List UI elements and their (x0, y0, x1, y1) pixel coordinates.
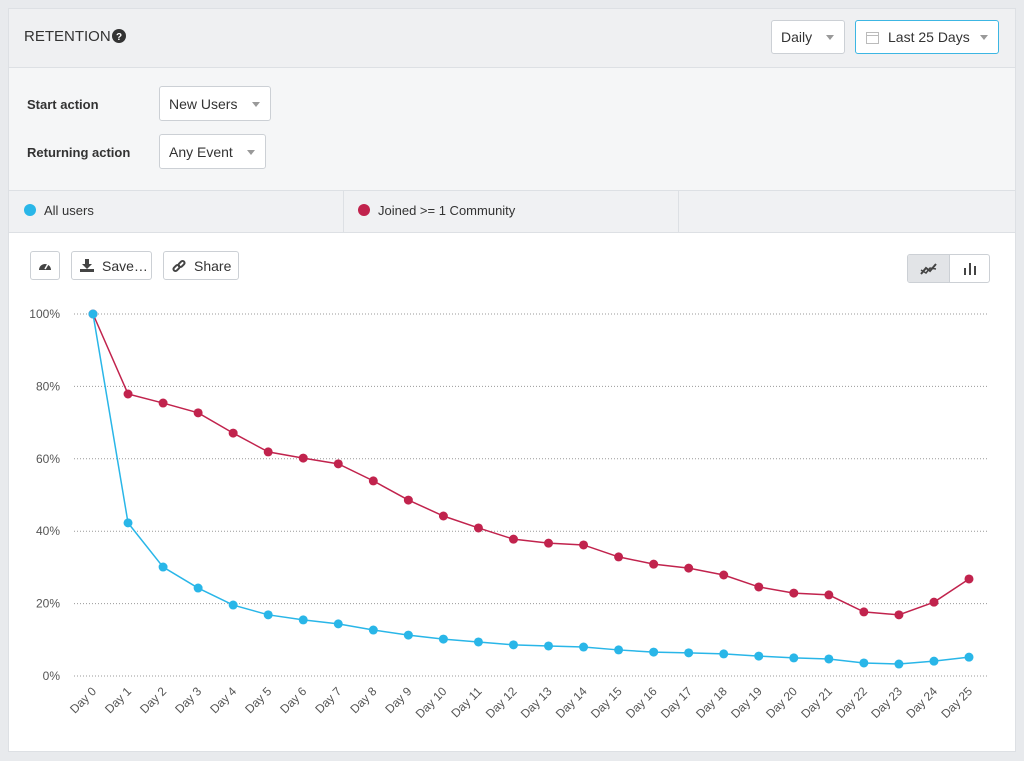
interval-value: Daily (781, 29, 813, 45)
controls-area (9, 68, 1015, 191)
line-chart-button[interactable] (908, 255, 950, 282)
line-icon (919, 262, 937, 275)
range-value: Last 25 Days (888, 29, 970, 45)
calendar-icon (866, 32, 879, 44)
returning-action-dropdown[interactable]: Any Event (159, 134, 266, 169)
caret (826, 35, 834, 40)
caret (980, 35, 988, 40)
caret (247, 149, 255, 155)
chart-type-toggle (907, 254, 990, 283)
download-icon (80, 259, 94, 272)
interval-dropdown[interactable]: Daily (771, 20, 845, 54)
legend-divider (678, 191, 679, 232)
dashboard-button[interactable] (30, 251, 60, 280)
range-dropdown[interactable]: Last 25 Days (855, 20, 999, 54)
save-button[interactable]: Save… (71, 251, 152, 280)
legend-divider (343, 191, 344, 232)
share-label: Share (194, 257, 232, 274)
bar-icon (963, 263, 976, 275)
help-icon[interactable]: ? (112, 29, 126, 43)
link-icon (172, 259, 186, 272)
caret (252, 101, 260, 107)
svg-text:?: ? (116, 32, 122, 43)
share-button[interactable]: Share (163, 251, 239, 280)
header-title: RETENTION (24, 28, 111, 45)
header-bar (9, 9, 1015, 68)
control-label: Returning action (27, 145, 131, 160)
control-value: New Users (169, 95, 238, 112)
gauge-icon (39, 263, 51, 270)
save-label: Save… (102, 257, 148, 274)
start-action-dropdown[interactable]: New Users (159, 86, 271, 121)
control-label: Start action (27, 97, 99, 112)
bar-chart-button[interactable] (950, 255, 989, 282)
control-value: Any Event (169, 143, 233, 160)
legend-bar (9, 191, 1015, 233)
